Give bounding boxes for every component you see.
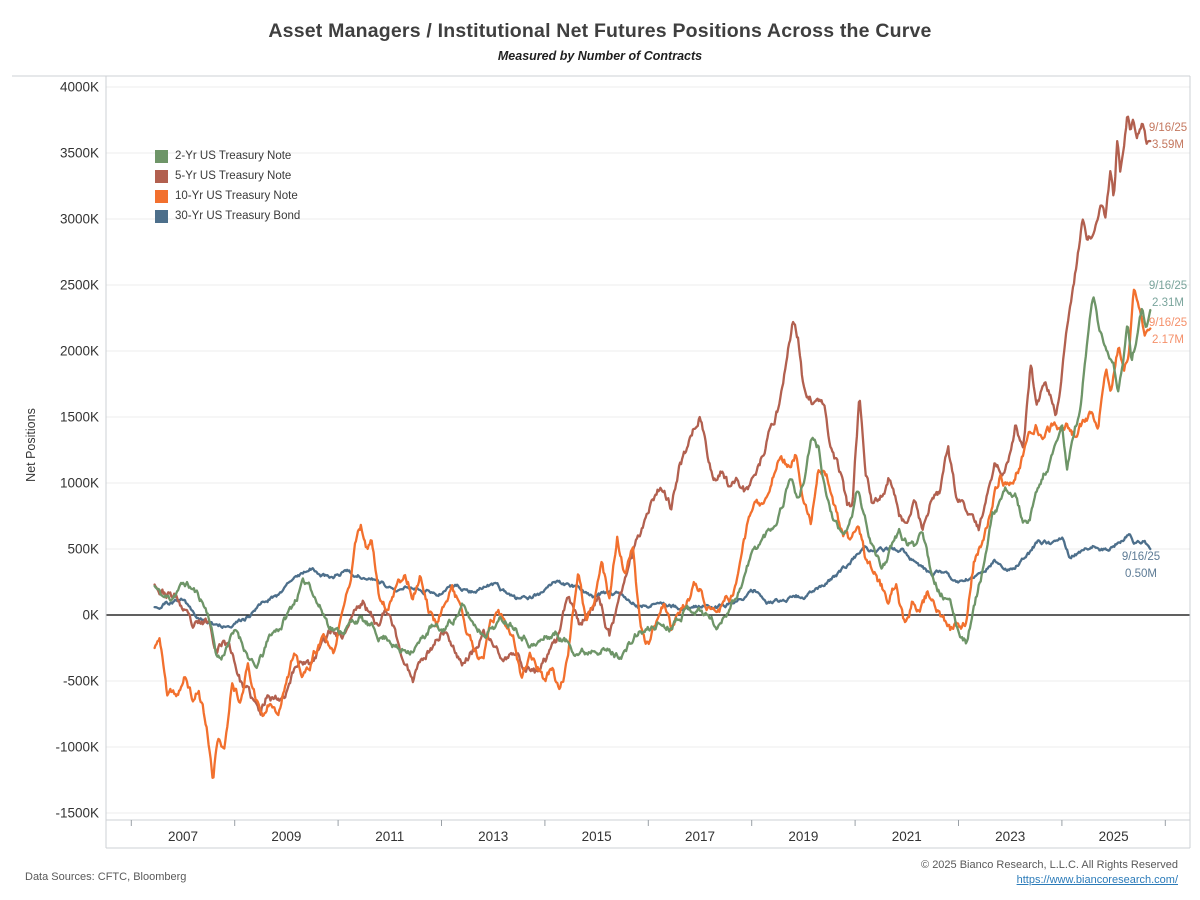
y-tick-label-1500K: 1500K	[60, 410, 99, 425]
legend-label-30yr: 30-Yr US Treasury Bond	[175, 210, 301, 222]
legend-swatch-30yr	[155, 209, 168, 223]
end-label-date-30yr: 9/16/25	[1121, 551, 1161, 563]
legend-swatch-5yr	[155, 169, 168, 183]
y-tick-label-0K: 0K	[82, 608, 99, 623]
y-tick-label--1500K: -1500K	[55, 806, 99, 821]
legend-label-10yr: 10-Yr US Treasury Note	[175, 190, 298, 202]
end-label-5yr: 9/16/25 3.59M	[1149, 120, 1187, 154]
end-label-value-5yr: 3.59M	[1152, 139, 1184, 151]
y-tick-label--1000K: -1000K	[55, 740, 99, 755]
legend-swatch-2yr	[155, 149, 168, 163]
copyright-text: © 2025 Bianco Research, L.L.C. All Right…	[921, 859, 1178, 871]
end-label-date-5yr: 9/16/25	[1148, 122, 1188, 134]
end-label-30yr: 9/16/25 0.50M	[1122, 549, 1160, 583]
y-tick-label-3500K: 3500K	[60, 146, 99, 161]
x-tick-label-2009: 2009	[271, 829, 301, 844]
x-tick-label-2013: 2013	[478, 829, 508, 844]
x-tick-label-2019: 2019	[788, 829, 818, 844]
y-tick-label-3000K: 3000K	[60, 212, 99, 227]
data-sources-note: Data Sources: CFTC, Bloomberg	[25, 871, 187, 883]
x-tick-label-2023: 2023	[995, 829, 1025, 844]
y-tick-label-2000K: 2000K	[60, 344, 99, 359]
y-tick-label-4000K: 4000K	[60, 80, 99, 95]
end-label-value-2yr: 2.31M	[1152, 297, 1184, 309]
series-line-2yr-2-yr-us-treasury-note	[153, 296, 1152, 670]
end-label-10yr: 9/16/25 2.17M	[1149, 315, 1187, 349]
bianco-research-link[interactable]: https://www.biancoresearch.com/	[1016, 874, 1178, 886]
legend-label-2yr: 2-Yr US Treasury Note	[175, 150, 292, 162]
legend-swatch-10yr	[155, 189, 168, 203]
end-label-2yr: 9/16/25 2.31M	[1149, 278, 1187, 312]
end-label-value-30yr: 0.50M	[1125, 568, 1157, 580]
end-label-date-10yr: 9/16/25	[1148, 317, 1188, 329]
series-line-5yr-5-yr-us-treasury-note	[153, 115, 1152, 716]
x-tick-label-2015: 2015	[582, 829, 612, 844]
y-tick-label-1000K: 1000K	[60, 476, 99, 491]
series-line-10yr-10-yr-us-treasury-note	[153, 288, 1152, 779]
y-tick-label--500K: -500K	[63, 674, 99, 689]
series-line-30yr-30-yr-us-treasury-bond	[153, 533, 1152, 629]
legend-item-30yr: 30-Yr US Treasury Bond	[155, 206, 300, 226]
chart-subtitle: Measured by Number of Contracts	[497, 49, 703, 63]
y-axis-title: Net Positions	[24, 408, 38, 482]
x-tick-label-2011: 2011	[375, 829, 404, 844]
x-tick-label-2017: 2017	[685, 829, 715, 844]
copyright-block: © 2025 Bianco Research, L.L.C. All Right…	[921, 858, 1178, 888]
legend-item-2yr: 2-Yr US Treasury Note	[155, 146, 300, 166]
chart-legend: 2-Yr US Treasury Note 5-Yr US Treasury No…	[155, 146, 300, 226]
y-tick-label-500K: 500K	[67, 542, 99, 557]
end-label-value-10yr: 2.17M	[1152, 334, 1184, 346]
legend-item-5yr: 5-Yr US Treasury Note	[155, 166, 300, 186]
x-tick-label-2007: 2007	[168, 829, 198, 844]
chart-title: Asset Managers / Institutional Net Futur…	[268, 20, 932, 42]
y-tick-label-2500K: 2500K	[60, 278, 99, 293]
legend-item-10yr: 10-Yr US Treasury Note	[155, 186, 300, 206]
legend-label-5yr: 5-Yr US Treasury Note	[175, 170, 292, 182]
end-label-date-2yr: 9/16/25	[1148, 280, 1188, 292]
x-tick-label-2025: 2025	[1099, 829, 1129, 844]
x-tick-label-2021: 2021	[892, 829, 922, 844]
